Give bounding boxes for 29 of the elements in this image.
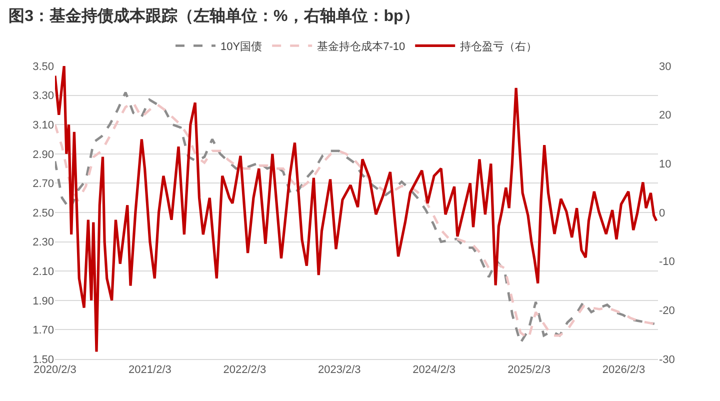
y-tick-label: 1.50 [32, 354, 54, 366]
y-tick-label: 2.10 [32, 266, 54, 278]
legend-label: 持仓盈亏（右） [460, 40, 538, 53]
y2-tick-label: 10 [659, 158, 672, 171]
y-tick-label: 1.70 [32, 324, 54, 337]
x-tick-label: 2025/2/3 [508, 364, 550, 376]
x-tick-label: 2026/2/3 [602, 364, 646, 376]
legend-label: 10Y国债 [220, 40, 262, 53]
y2-tick-label: -30 [659, 354, 675, 366]
x-tick-label: 2022/2/3 [223, 364, 266, 376]
y-tick-label: 1.90 [32, 295, 54, 308]
x-tick-label: 2023/2/3 [318, 364, 361, 376]
chart-title: 图3：基金持债成本跟踪（左轴单位：%，右轴单位：bp） [8, 7, 420, 26]
legend-label: 基金持仓成本7-10 [317, 40, 406, 53]
y-tick-label: 3.50 [32, 60, 54, 73]
y-tick-label: 3.30 [32, 90, 54, 102]
y-tick-label: 2.70 [32, 178, 54, 190]
y-tick-label: 2.90 [32, 148, 54, 161]
x-tick-label: 2024/2/3 [412, 364, 456, 376]
y2-tick-label: -20 [659, 305, 675, 318]
x-tick-label: 2020/2/3 [34, 364, 76, 376]
y2-tick-label: 20 [659, 110, 672, 122]
y-tick-label: 2.50 [32, 207, 54, 220]
y-tick-label: 2.30 [32, 236, 54, 249]
y2-tick-label: -10 [659, 256, 675, 268]
y2-tick-label: 30 [659, 60, 672, 73]
y2-tick-label: 0 [659, 207, 666, 220]
x-tick-label: 2021/2/3 [128, 364, 172, 376]
y-tick-label: 3.10 [32, 119, 54, 132]
